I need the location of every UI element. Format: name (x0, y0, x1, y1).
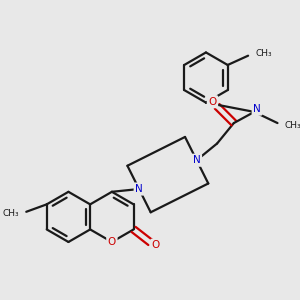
Text: N: N (193, 155, 200, 165)
Text: O: O (108, 237, 116, 247)
Text: CH₃: CH₃ (2, 209, 19, 218)
Text: O: O (152, 240, 160, 250)
Text: O: O (208, 97, 217, 107)
Text: CH₃: CH₃ (256, 49, 272, 58)
Text: N: N (135, 184, 143, 194)
Text: CH₃: CH₃ (285, 121, 300, 130)
Text: N: N (253, 104, 261, 114)
